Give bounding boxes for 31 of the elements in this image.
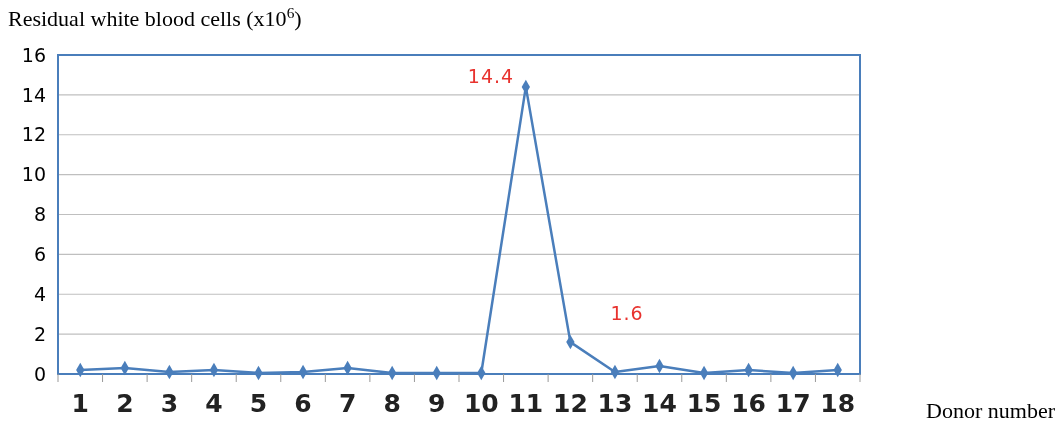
x-tick-label: 14 <box>642 389 677 418</box>
x-tick-label: 5 <box>249 389 268 418</box>
x-tick-label: 18 <box>820 389 856 418</box>
y-tick-label: 4 <box>33 282 46 305</box>
y-tick-label: 2 <box>33 322 46 345</box>
x-tick-label: 3 <box>160 389 179 418</box>
x-tick-label: 15 <box>686 389 722 418</box>
x-tick-label: 10 <box>463 389 499 418</box>
y-axis-title: Residual white blood cells (x10$^{6}$) <box>8 3 302 31</box>
x-tick-label: 11 <box>508 389 544 418</box>
x-axis-title: Donor number <box>926 398 1056 423</box>
data-label: 14.4 <box>467 64 515 87</box>
data-label: 1.6 <box>610 302 644 325</box>
y-tick-label: 6 <box>33 243 46 266</box>
x-tick-label: 12 <box>552 389 588 418</box>
y-tick-label: 16 <box>21 43 46 66</box>
x-tick-label: 1 <box>71 389 89 418</box>
y-tick-label: 12 <box>21 123 46 146</box>
x-tick-label: 8 <box>383 389 401 418</box>
x-tick-label: 7 <box>338 389 357 418</box>
x-tick-label: 2 <box>116 389 134 418</box>
y-tick-label: 0 <box>33 362 46 385</box>
y-tick-label: 14 <box>21 83 46 106</box>
x-tick-label: 13 <box>597 389 633 418</box>
x-tick-label: 9 <box>428 389 446 418</box>
x-tick-label: 16 <box>731 389 767 418</box>
y-tick-label: 8 <box>33 203 46 226</box>
x-tick-label: 17 <box>775 389 811 418</box>
x-tick-label: 4 <box>205 389 223 418</box>
x-tick-label: 6 <box>294 389 312 418</box>
y-tick-label: 10 <box>21 163 46 186</box>
